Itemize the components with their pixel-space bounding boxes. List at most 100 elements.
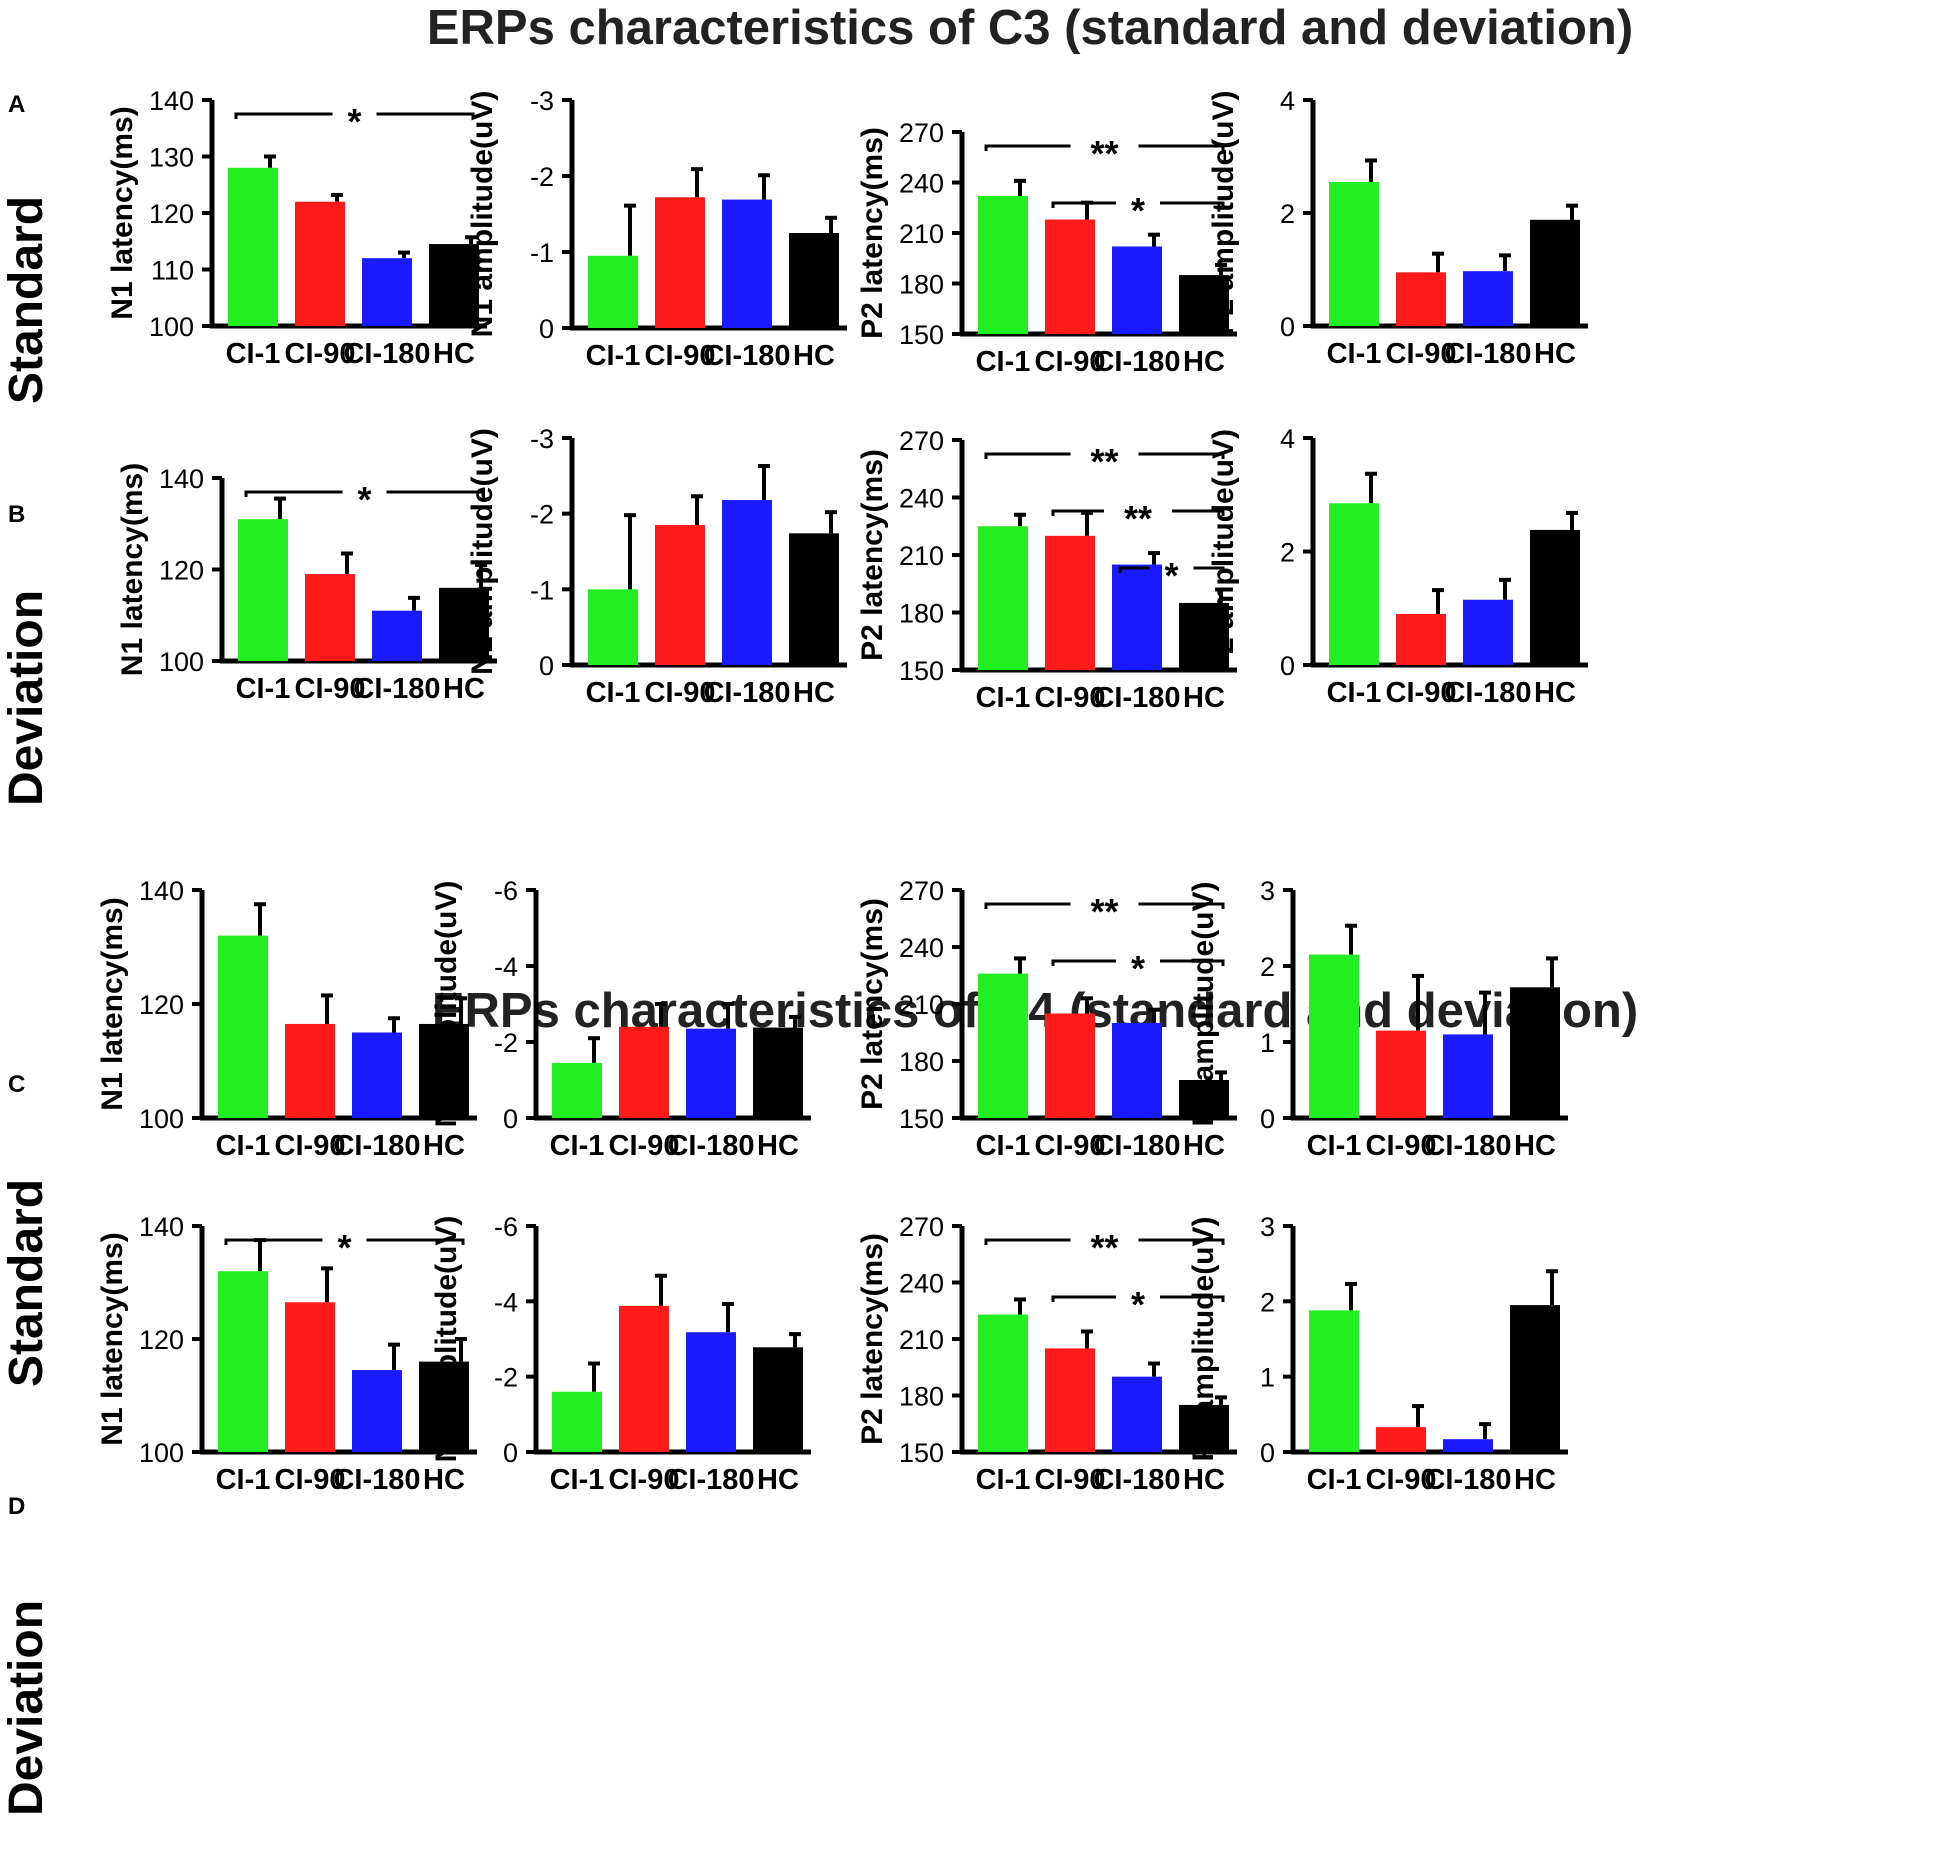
bar-ci-180 xyxy=(362,258,412,326)
y-tick-label: 150 xyxy=(899,320,944,350)
chart-panel-d-p2-latency-ms: 150 180 210 240 270 P2 latency(ms) CI-1 CI-90CI… xyxy=(856,1212,1237,1496)
bar-ci-180 xyxy=(1463,599,1513,665)
bar-hc xyxy=(789,233,839,328)
bar-hc xyxy=(1510,1305,1560,1452)
panel-letter-c: C xyxy=(8,1071,25,1098)
bar-ci-90 xyxy=(1376,1030,1426,1118)
significance-star: * xyxy=(357,479,371,520)
x-tick-label-ci-180: CI-180 xyxy=(703,677,790,709)
y-tick-label: 150 xyxy=(899,1438,944,1468)
y-tick-label: 1 xyxy=(1260,1028,1275,1058)
y-tick-label: 100 xyxy=(139,1104,184,1134)
significance-line-left xyxy=(1051,509,1104,516)
row-label-c-standard: Standard xyxy=(0,1179,53,1387)
section-title-c3: ERPs characteristics of C3 (standard and… xyxy=(427,1,1633,55)
significance-line-left xyxy=(984,452,1071,459)
y-tick-label: 2 xyxy=(1280,538,1295,568)
x-tick-label-ci-90: CI-90 xyxy=(645,677,716,709)
y-tick-label: 4 xyxy=(1280,424,1295,454)
bar-ci-1 xyxy=(1309,954,1359,1118)
x-tick-label-ci-180: CI-180 xyxy=(1093,1464,1180,1496)
bar-ci-90 xyxy=(1045,535,1095,670)
y-tick-label: 2 xyxy=(1260,952,1275,982)
y-tick-label: 150 xyxy=(899,656,944,686)
bar-ci-180 xyxy=(722,199,772,328)
bar-ci-180 xyxy=(372,610,422,661)
bar-hc xyxy=(1530,529,1580,665)
bar-ci-180 xyxy=(686,1028,736,1118)
y-axis-label: P2 amplitude(uV) xyxy=(1187,881,1220,1126)
significance-line-right xyxy=(1172,509,1225,516)
bar-ci-1 xyxy=(588,589,638,665)
chart-panel-c-p2-latency-ms: 150 180 210 240 270 P2 latency(ms) CI-1 CI-90CI… xyxy=(856,876,1237,1162)
x-tick-label-ci-180: CI-180 xyxy=(703,340,790,372)
bar-hc xyxy=(753,1347,803,1452)
significance-line-right xyxy=(1160,1295,1225,1302)
x-tick-label-ci-180: CI-180 xyxy=(1444,338,1531,370)
x-tick-label-ci-180: CI-180 xyxy=(1093,346,1180,378)
x-tick-label-hc: HC xyxy=(1534,677,1576,709)
y-tick-label: 0 xyxy=(1280,312,1295,342)
bar-ci-180 xyxy=(1443,1439,1493,1452)
significance-line-right xyxy=(366,1238,465,1245)
x-tick-label-hc: HC xyxy=(757,1130,799,1162)
panel-letter-b: B xyxy=(8,501,25,528)
panel-letter-a: A xyxy=(8,91,25,118)
x-tick-label-ci-180: CI-180 xyxy=(1424,1130,1511,1162)
bar-hc xyxy=(1530,219,1580,326)
bar-ci-180 xyxy=(686,1332,736,1452)
significance-star: ** xyxy=(1090,133,1118,174)
x-tick-label-ci-180: CI-180 xyxy=(343,338,430,370)
bar-ci-1 xyxy=(978,1314,1028,1452)
y-tick-label: 140 xyxy=(159,464,204,494)
significance-star: * xyxy=(1164,555,1178,596)
bar-ci-180 xyxy=(1112,1376,1162,1452)
significance-line-right xyxy=(1160,959,1225,966)
x-tick-label-ci-1: CI-1 xyxy=(976,1130,1031,1162)
bar-ci-90 xyxy=(1376,1427,1426,1452)
bar-hc xyxy=(789,533,839,665)
x-tick-label-ci-1: CI-1 xyxy=(550,1464,605,1496)
y-axis-label: P2 amplitude(uV) xyxy=(1187,1216,1220,1461)
bar-ci-180 xyxy=(722,500,772,665)
y-tick-label: -1 xyxy=(530,575,554,605)
x-tick-label-ci-1: CI-1 xyxy=(1307,1464,1362,1496)
y-tick-label: 120 xyxy=(139,990,184,1020)
bar-ci-1 xyxy=(552,1391,602,1452)
y-tick-label: 180 xyxy=(899,1382,944,1412)
bar-ci-180 xyxy=(1463,271,1513,326)
x-tick-label-hc: HC xyxy=(1514,1464,1556,1496)
x-tick-label-ci-180: CI-180 xyxy=(667,1464,754,1496)
y-tick-label: 210 xyxy=(899,541,944,571)
bar-hc xyxy=(1510,987,1560,1118)
bar-ci-180 xyxy=(352,1032,402,1118)
x-tick-label-ci-1: CI-1 xyxy=(1307,1130,1362,1162)
y-tick-label: -4 xyxy=(494,1287,518,1317)
bar-hc xyxy=(1179,1080,1229,1118)
y-axis-label: P2 latency(ms) xyxy=(856,127,889,339)
x-tick-label-ci-180: CI-180 xyxy=(1444,677,1531,709)
y-tick-label: 0 xyxy=(503,1104,518,1134)
x-tick-label-ci-90: CI-90 xyxy=(609,1130,680,1162)
x-tick-label-ci-1: CI-1 xyxy=(1327,677,1382,709)
x-tick-label-ci-1: CI-1 xyxy=(216,1464,271,1496)
x-tick-label-ci-1: CI-1 xyxy=(976,1464,1031,1496)
y-tick-label: 0 xyxy=(539,314,554,344)
bar-ci-180 xyxy=(1112,1023,1162,1118)
chart-panel-a-n1-latency-ms: 100 110 120 130 140 N1 latency(ms) CI-1 CI-90CI… xyxy=(106,86,487,370)
x-tick-label-ci-90: CI-90 xyxy=(1366,1464,1437,1496)
significance-line-right xyxy=(376,112,475,119)
significance-line-right xyxy=(1138,452,1225,459)
y-tick-label: 120 xyxy=(159,556,204,586)
bar-ci-1 xyxy=(1329,181,1379,326)
row-label-b-deviation: Deviation xyxy=(0,590,53,806)
y-tick-label: -2 xyxy=(530,500,554,530)
significance-line-left xyxy=(984,902,1071,909)
significance-line-left xyxy=(984,1238,1071,1245)
y-tick-label: -3 xyxy=(530,424,554,454)
bar-ci-180 xyxy=(1443,1034,1493,1118)
chart-panel-a-p2-latency-ms: 150 180 210 240 270 P2 latency(ms) CI-1 CI-90CI… xyxy=(856,118,1237,378)
